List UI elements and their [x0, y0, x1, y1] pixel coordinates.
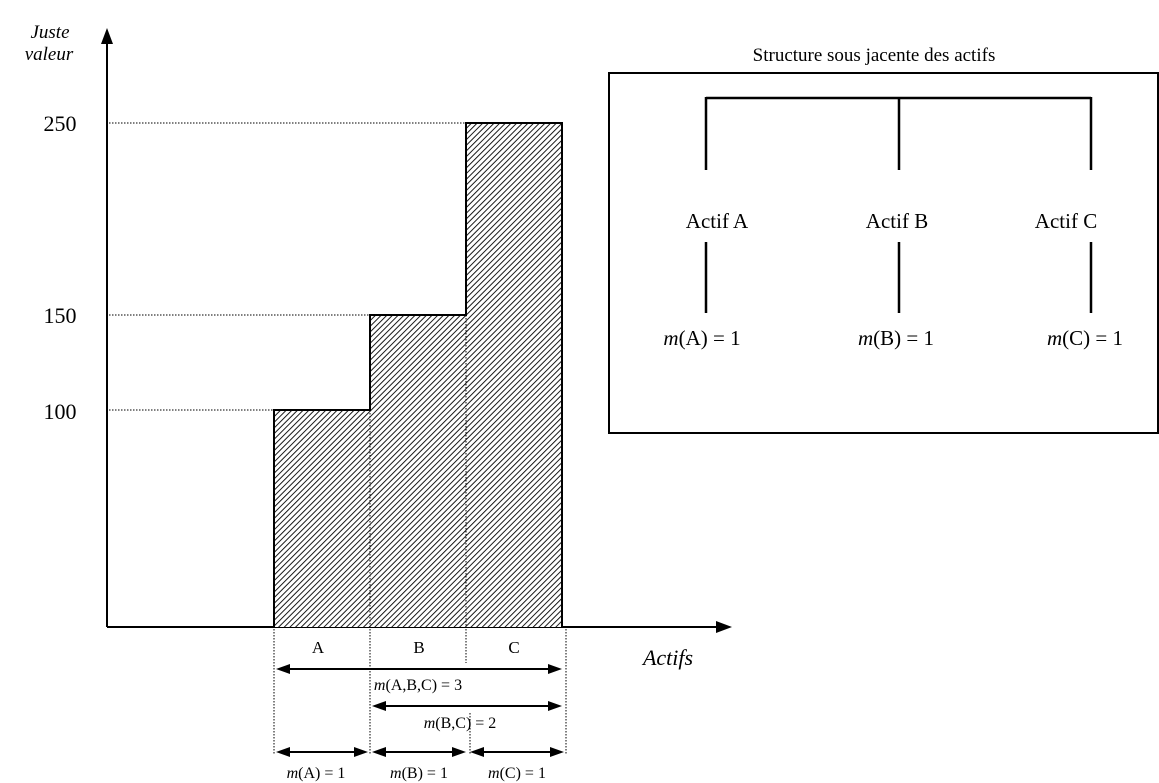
y-axis-label-line1: Juste	[30, 22, 69, 43]
measure-labels: m(A,B,C) = 3 m(B,C) = 2 m(A) = 1 m(B) = …	[287, 677, 546, 782]
measure-label-a: m(A) = 1	[287, 765, 346, 782]
structure-box	[608, 72, 1159, 434]
bars-outline	[273, 122, 563, 627]
asset-measure-b: m(B) = 1	[858, 326, 934, 350]
bar-label-c: C	[508, 638, 519, 657]
bars	[273, 122, 563, 627]
x-axis-label: Actifs	[641, 645, 693, 670]
reference-lines	[109, 122, 466, 411]
measure-label-b: m(B) = 1	[390, 765, 448, 782]
asset-measure-c: m(C) = 1	[1047, 326, 1123, 350]
bar-a	[274, 410, 370, 627]
structure-tree	[704, 96, 1093, 313]
arrow-m-c	[470, 747, 564, 757]
bar-b	[370, 315, 466, 627]
y-axis: Juste valeur	[25, 22, 113, 627]
bar-inner-dividers	[369, 315, 467, 627]
arrow-m-abc	[276, 664, 562, 674]
measure-label-bc: m(B,C) = 2	[424, 715, 497, 732]
asset-measure-a: m(A) = 1	[663, 326, 740, 350]
bar-labels: A B C	[312, 638, 520, 657]
asset-name-a: Actif A	[686, 209, 749, 233]
drop-lines	[273, 629, 567, 755]
y-tick-labels: 250 150 100	[44, 111, 77, 424]
arrow-m-b	[372, 747, 466, 757]
bar-label-a: A	[312, 638, 325, 657]
tick-label-150: 150	[44, 303, 77, 328]
asset-name-c: Actif C	[1035, 209, 1097, 233]
tick-label-250: 250	[44, 111, 77, 136]
measure-label-c: m(C) = 1	[488, 765, 546, 782]
bar-label-b: B	[413, 638, 424, 657]
measure-arrows	[276, 664, 564, 757]
asset-name-b: Actif B	[866, 209, 928, 233]
structure-title: Structure sous jacente des actifs	[753, 45, 996, 66]
y-axis-label-line2: valeur	[25, 44, 74, 65]
structure-panel: Structure sous jacente des actifs Actif …	[608, 45, 1159, 434]
arrow-m-a	[276, 747, 368, 757]
measure-label-abc: m(A,B,C) = 3	[374, 677, 462, 694]
arrow-m-bc	[372, 701, 562, 711]
tick-label-100: 100	[44, 399, 77, 424]
bar-c	[466, 123, 562, 627]
